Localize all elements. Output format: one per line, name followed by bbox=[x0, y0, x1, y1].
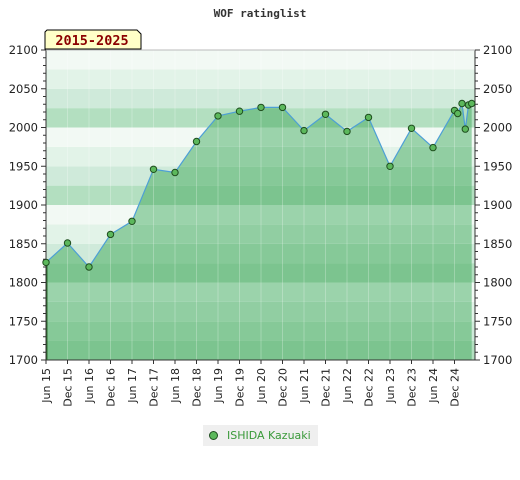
y-tick-label: 1750 bbox=[483, 314, 512, 328]
data-point bbox=[454, 109, 462, 118]
area-fill-band bbox=[46, 321, 472, 341]
data-point bbox=[235, 107, 244, 115]
data-points bbox=[42, 99, 476, 271]
data-point bbox=[468, 99, 476, 108]
y-tick-label: 1800 bbox=[9, 276, 38, 290]
legend: ISHIDA Kazuaki bbox=[203, 425, 318, 446]
area-fill-band bbox=[46, 282, 472, 302]
x-tick-label: Jun 21 bbox=[298, 368, 311, 404]
y-tick-label: 2050 bbox=[483, 82, 512, 96]
y-tick-label: 1700 bbox=[9, 353, 38, 367]
data-point bbox=[364, 113, 373, 122]
background-band bbox=[46, 69, 475, 89]
x-tick-label: Dec 20 bbox=[277, 368, 290, 407]
data-point bbox=[386, 162, 394, 171]
y-axis-left-ticks: 1700 1750 1800 1850 1900 1950 2000 2050 2100 bbox=[9, 43, 46, 367]
data-point bbox=[106, 230, 115, 239]
data-point bbox=[257, 103, 265, 112]
background-band bbox=[46, 88, 475, 109]
data-point bbox=[214, 112, 222, 120]
x-tick-label: Dec 15 bbox=[62, 368, 75, 407]
rating-area bbox=[46, 103, 472, 360]
y-tick-label: 1800 bbox=[483, 276, 512, 290]
x-tick-label: Jun 22 bbox=[341, 368, 354, 404]
data-point bbox=[128, 217, 136, 226]
x-axis-ticks: Jun 15 Dec 15 Jun 16 Dec 16 Jun 17 Dec 17 Jun … bbox=[40, 360, 462, 407]
area-fill-band bbox=[46, 243, 472, 264]
x-tick-label: Jun 15 bbox=[40, 368, 53, 404]
legend-series-label: ISHIDA Kazuaki bbox=[227, 429, 311, 442]
y-tick-label: 1900 bbox=[9, 198, 38, 212]
y-tick-label: 2000 bbox=[9, 121, 38, 135]
area-fill-band bbox=[46, 263, 472, 283]
y-tick-label: 2050 bbox=[9, 82, 38, 96]
x-tick-label: Dec 21 bbox=[320, 368, 333, 407]
x-tick-label: Dec 24 bbox=[449, 368, 462, 407]
data-point bbox=[429, 143, 437, 152]
y-tick-label: 1700 bbox=[483, 353, 512, 367]
area-fill-band bbox=[46, 224, 472, 244]
y-tick-label: 1950 bbox=[9, 159, 38, 173]
y-tick-label: 1850 bbox=[483, 237, 512, 251]
x-tick-label: Jun 18 bbox=[169, 368, 182, 404]
period-badge-label: 2015-2025 bbox=[55, 33, 128, 49]
x-tick-label: Dec 22 bbox=[363, 368, 376, 407]
y-tick-label: 2000 bbox=[483, 121, 512, 135]
data-point bbox=[343, 127, 351, 136]
data-point bbox=[278, 103, 287, 112]
data-point bbox=[407, 124, 416, 133]
chart-title: WOF ratinglist bbox=[214, 7, 307, 20]
area-fill-band bbox=[46, 205, 472, 225]
x-tick-label: Jun 17 bbox=[126, 368, 139, 404]
data-point bbox=[192, 137, 201, 146]
data-point bbox=[300, 126, 308, 135]
background-band bbox=[46, 50, 475, 70]
data-point bbox=[63, 239, 72, 247]
y-tick-label: 2100 bbox=[9, 43, 38, 57]
x-tick-label: Dec 17 bbox=[148, 368, 161, 407]
x-tick-label: Jun 20 bbox=[255, 368, 268, 404]
area-fill-group bbox=[46, 103, 472, 360]
data-point bbox=[461, 125, 469, 133]
x-tick-label: Dec 18 bbox=[191, 368, 204, 407]
data-point bbox=[458, 99, 466, 108]
y-tick-label: 1850 bbox=[9, 237, 38, 251]
y-tick-label: 1900 bbox=[483, 198, 512, 212]
data-point bbox=[85, 263, 93, 271]
data-point bbox=[321, 110, 330, 119]
y-axis-right-ticks: 1700 1750 1800 1850 1900 1950 2000 2050 2100 bbox=[475, 43, 512, 367]
x-tick-label: Jun 19 bbox=[212, 368, 225, 404]
period-badge: 2015-2025 bbox=[44, 29, 142, 50]
y-tick-label: 1750 bbox=[9, 314, 38, 328]
x-tick-label: Jun 16 bbox=[83, 368, 96, 404]
area-fill-band bbox=[46, 301, 472, 322]
y-tick-label: 2100 bbox=[483, 43, 512, 57]
x-tick-label: Dec 16 bbox=[105, 368, 118, 407]
data-point bbox=[149, 165, 158, 174]
x-tick-label: Jun 24 bbox=[427, 368, 440, 404]
area-fill-band bbox=[46, 340, 472, 360]
x-tick-label: Dec 23 bbox=[406, 368, 419, 407]
y-tick-label: 1950 bbox=[483, 159, 512, 173]
x-tick-label: Jun 23 bbox=[384, 368, 397, 404]
legend-marker-icon bbox=[209, 431, 218, 440]
x-tick-label: Dec 19 bbox=[234, 368, 247, 407]
data-point bbox=[171, 168, 179, 177]
area-fill-band bbox=[46, 185, 472, 205]
data-point bbox=[42, 258, 50, 267]
